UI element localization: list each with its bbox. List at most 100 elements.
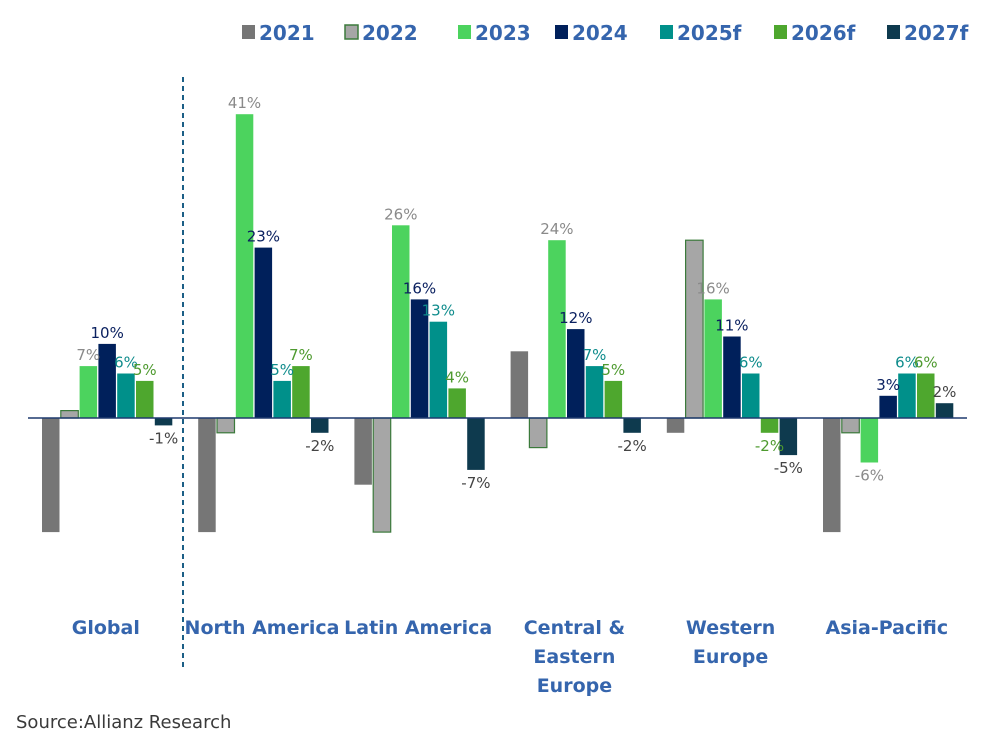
data-label-2024: 3% (876, 376, 900, 394)
bar-2022-latin-america (372, 417, 392, 533)
legend-label-2024: 2024 (572, 21, 628, 45)
category-label: Eastern (533, 646, 615, 668)
legend-label-2027f: 2027f (904, 21, 969, 45)
bar-2024-central-eastern-europe (567, 329, 585, 418)
legend: 2021 2022 2023 2024 2025f 2026f 2027f (242, 21, 969, 45)
bar-2023-western-europe (704, 299, 722, 418)
bar-2023-latin-america (392, 225, 410, 418)
category-label: North America (185, 617, 340, 639)
bar-2023-global (79, 366, 98, 418)
category-label: Global (72, 617, 140, 639)
data-label-2024: 11% (715, 317, 748, 335)
bar-2025f-asia-pacific (898, 373, 916, 418)
data-label-2025f: 6% (114, 354, 138, 372)
data-label-2023: -6% (855, 467, 884, 485)
data-labels: 7%41%26%24%16%-6%10%23%16%12% 11%3%6% 5%13… (76, 94, 956, 492)
data-label-2024: 23% (247, 228, 280, 246)
category-label: Europe (537, 675, 612, 697)
bar-2026f-asia-pacific (917, 373, 935, 418)
data-label-2024: 10% (91, 324, 124, 342)
data-label-2026f: 6% (914, 354, 938, 372)
bar-2021-western-europe (666, 418, 685, 433)
bar-2026f-north-america (292, 366, 310, 418)
bar-2027f-north-america (311, 418, 329, 433)
data-label-2024: 16% (403, 279, 436, 297)
data-label-2023: 16% (696, 279, 729, 297)
data-label-2025f: 5% (270, 361, 294, 379)
bar-2021-latin-america (354, 418, 372, 485)
legend-swatch-2025f (660, 25, 673, 39)
bar-2027f-global (154, 418, 173, 426)
legend-label-2025f: 2025f (677, 21, 742, 45)
data-label-2023: 26% (384, 205, 417, 223)
category-label: Asia-Pacific (826, 617, 949, 639)
legend-swatch-2024 (555, 25, 568, 39)
bar-2025f-central-eastern-europe (585, 366, 604, 418)
category-labels: Global North America Latin America Central … (72, 617, 948, 697)
bar-2021-central-eastern-europe (510, 351, 529, 418)
bar-2022-western-europe (684, 239, 704, 419)
legend-swatch-2021 (242, 25, 255, 39)
legend-swatch-2022 (344, 24, 359, 40)
bar-2022-asia-pacific (841, 417, 860, 434)
data-label-2025f: 7% (583, 346, 607, 364)
data-label-2025f: 6% (739, 354, 763, 372)
legend-label-2026f: 2026f (791, 21, 856, 45)
bar-2026f-latin-america (448, 388, 466, 418)
data-label-2027f: -2% (617, 437, 646, 455)
bar-2023-north-america (235, 114, 254, 418)
bar-2026f-global (136, 380, 154, 418)
bar-2021-global (42, 418, 60, 533)
bar-2022-global (60, 410, 79, 419)
data-label-2027f: -7% (461, 474, 490, 492)
legend-label-2021: 2021 (259, 21, 315, 45)
bar-2024-asia-pacific (879, 395, 897, 418)
bar-2026f-western-europe (760, 418, 779, 433)
bar-2025f-western-europe (742, 373, 760, 418)
data-label-2026f: 5% (601, 361, 625, 379)
bar-2021-north-america (198, 418, 216, 533)
legend-label-2022: 2022 (362, 21, 418, 45)
legend-swatch-2023 (458, 25, 471, 39)
data-label-2027f: -2% (305, 437, 334, 455)
data-label-2026f: 4% (445, 368, 469, 386)
bar-2025f-global (117, 373, 135, 418)
data-label-2025f: 13% (422, 302, 455, 320)
data-label-2027f: 2% (933, 383, 957, 401)
legend-label-2023: 2023 (475, 21, 531, 45)
bar-2027f-central-eastern-europe (623, 418, 641, 433)
bar-2026f-central-eastern-europe (604, 380, 623, 418)
bar-2024-latin-america (410, 299, 429, 418)
category-label: Latin America (344, 617, 492, 639)
bar-2023-central-eastern-europe (548, 240, 566, 418)
category-label: Western (686, 617, 775, 639)
bar-2021-asia-pacific (823, 418, 841, 533)
bar-2027f-latin-america (467, 418, 485, 470)
data-label-2027f: -5% (774, 459, 803, 477)
bar-2025f-north-america (273, 380, 291, 418)
bar-2024-global (98, 343, 116, 418)
bar-2024-north-america (254, 247, 273, 418)
bar-2023-asia-pacific (860, 418, 879, 463)
data-label-2026f: 7% (289, 346, 313, 364)
data-label-2023: 41% (228, 94, 261, 112)
data-label-2023: 24% (540, 220, 573, 238)
bar-2027f-asia-pacific (935, 403, 954, 418)
legend-swatch-2026f (774, 25, 787, 39)
category-label: Europe (693, 646, 768, 668)
data-label-2026f: -2% (755, 437, 784, 455)
category-label: Central & (524, 617, 625, 639)
data-label-2023: 7% (76, 346, 100, 364)
data-label-2024: 12% (559, 309, 592, 327)
data-label-2026f: 5% (133, 361, 157, 379)
bar-2024-western-europe (723, 336, 741, 418)
bars (42, 114, 954, 533)
legend-swatch-2027f (887, 25, 900, 39)
bar-2027f-western-europe (779, 418, 798, 456)
data-label-2025f: 6% (895, 354, 919, 372)
bar-2022-central-eastern-europe (528, 417, 548, 449)
bar-2022-north-america (216, 417, 236, 434)
data-label-2027f: -1% (149, 429, 178, 447)
source-note: Source:Allianz Research (16, 712, 232, 733)
